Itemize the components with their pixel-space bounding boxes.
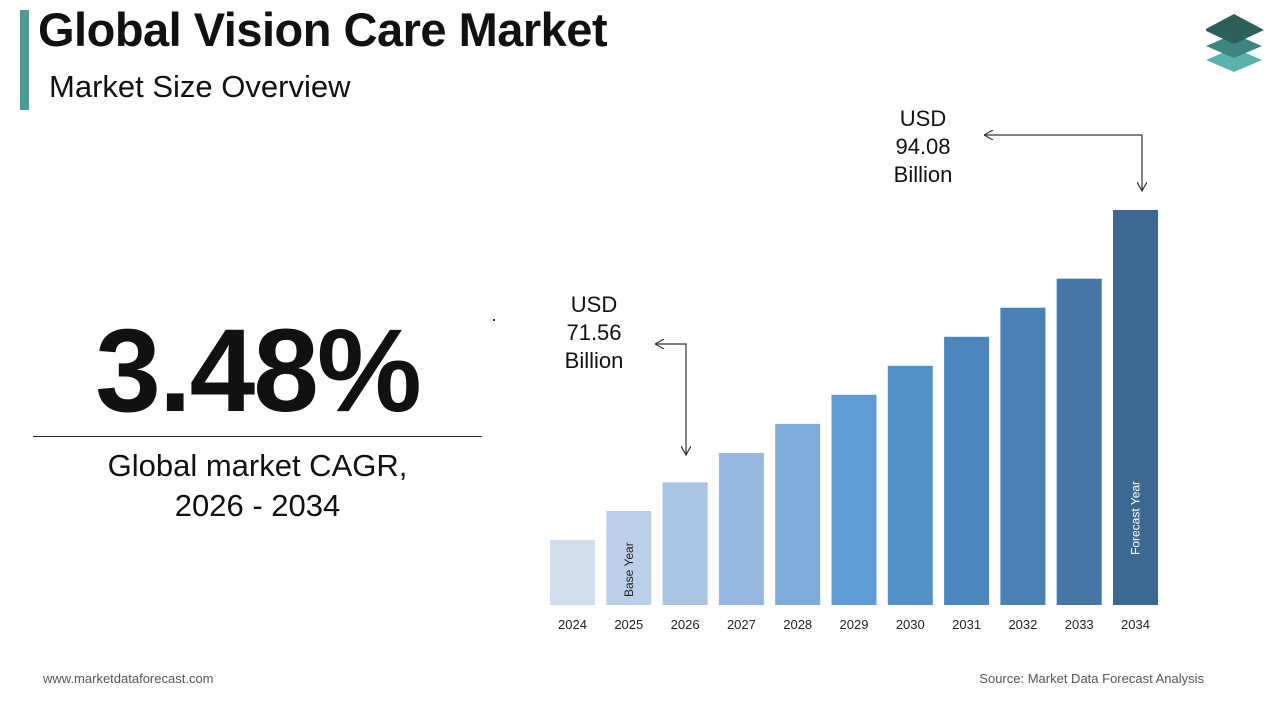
- end-value-arrow: [984, 135, 1142, 191]
- bar-2028: [775, 423, 821, 605]
- x-tick-label-2028: 2028: [783, 617, 812, 632]
- x-tick-label-2032: 2032: [1008, 617, 1037, 632]
- bar-2031: [944, 336, 990, 605]
- end-value-unit: Billion: [893, 162, 953, 187]
- page-subtitle: Market Size Overview: [49, 69, 351, 104]
- website-link[interactable]: www.marketdataforecast.com: [43, 671, 214, 686]
- x-tick-label-2034: 2034: [1121, 617, 1150, 632]
- start-value-currency: USD: [570, 292, 618, 317]
- cagr-label-line2: 2026 - 2034: [174, 488, 341, 523]
- cagr-label: Global market CAGR, 2026 - 2034: [33, 446, 482, 526]
- bar-2030: [887, 365, 933, 605]
- start-value-unit: Billion: [564, 348, 624, 373]
- x-tick-label-2030: 2030: [896, 617, 925, 632]
- x-tick-label-2026: 2026: [671, 617, 700, 632]
- bar-label-2025: Base Year: [622, 542, 636, 597]
- bar-2033: [1056, 278, 1102, 605]
- stray-mark: [493, 319, 495, 321]
- cagr-divider: [33, 436, 482, 437]
- bar-label-2034: Forecast Year: [1129, 481, 1143, 555]
- source-note: Source: Market Data Forecast Analysis: [979, 671, 1204, 686]
- bar-2032: [1000, 307, 1046, 605]
- x-tick-label-2027: 2027: [727, 617, 756, 632]
- bar-2029: [831, 394, 877, 605]
- bar-2025: [606, 511, 652, 605]
- end-value-currency: USD: [899, 106, 947, 131]
- x-tick-label-2031: 2031: [952, 617, 981, 632]
- stacked-layers-icon: [1206, 14, 1264, 72]
- end-value-annotation: USD 94.08 Billion: [881, 105, 965, 189]
- start-value-number: 71.56: [566, 320, 622, 345]
- start-value-annotation: USD 71.56 Billion: [554, 291, 634, 375]
- bar-2024: [550, 540, 595, 605]
- page-title: Global Vision Care Market: [38, 3, 608, 56]
- cagr-label-line1: Global market CAGR,: [107, 448, 408, 483]
- x-tick-label-2033: 2033: [1065, 617, 1094, 632]
- start-value-arrow: [655, 344, 686, 455]
- bar-2027: [718, 452, 764, 605]
- title-accent-bar: [20, 10, 29, 110]
- bar-2026: [662, 482, 708, 605]
- x-tick-label-2025: 2025: [614, 617, 643, 632]
- cagr-value: 3.48%: [95, 305, 422, 437]
- x-tick-label-2029: 2029: [840, 617, 869, 632]
- x-tick-label-2024: 2024: [558, 617, 587, 632]
- end-value-number: 94.08: [895, 134, 951, 159]
- bar-2034: [1113, 210, 1158, 605]
